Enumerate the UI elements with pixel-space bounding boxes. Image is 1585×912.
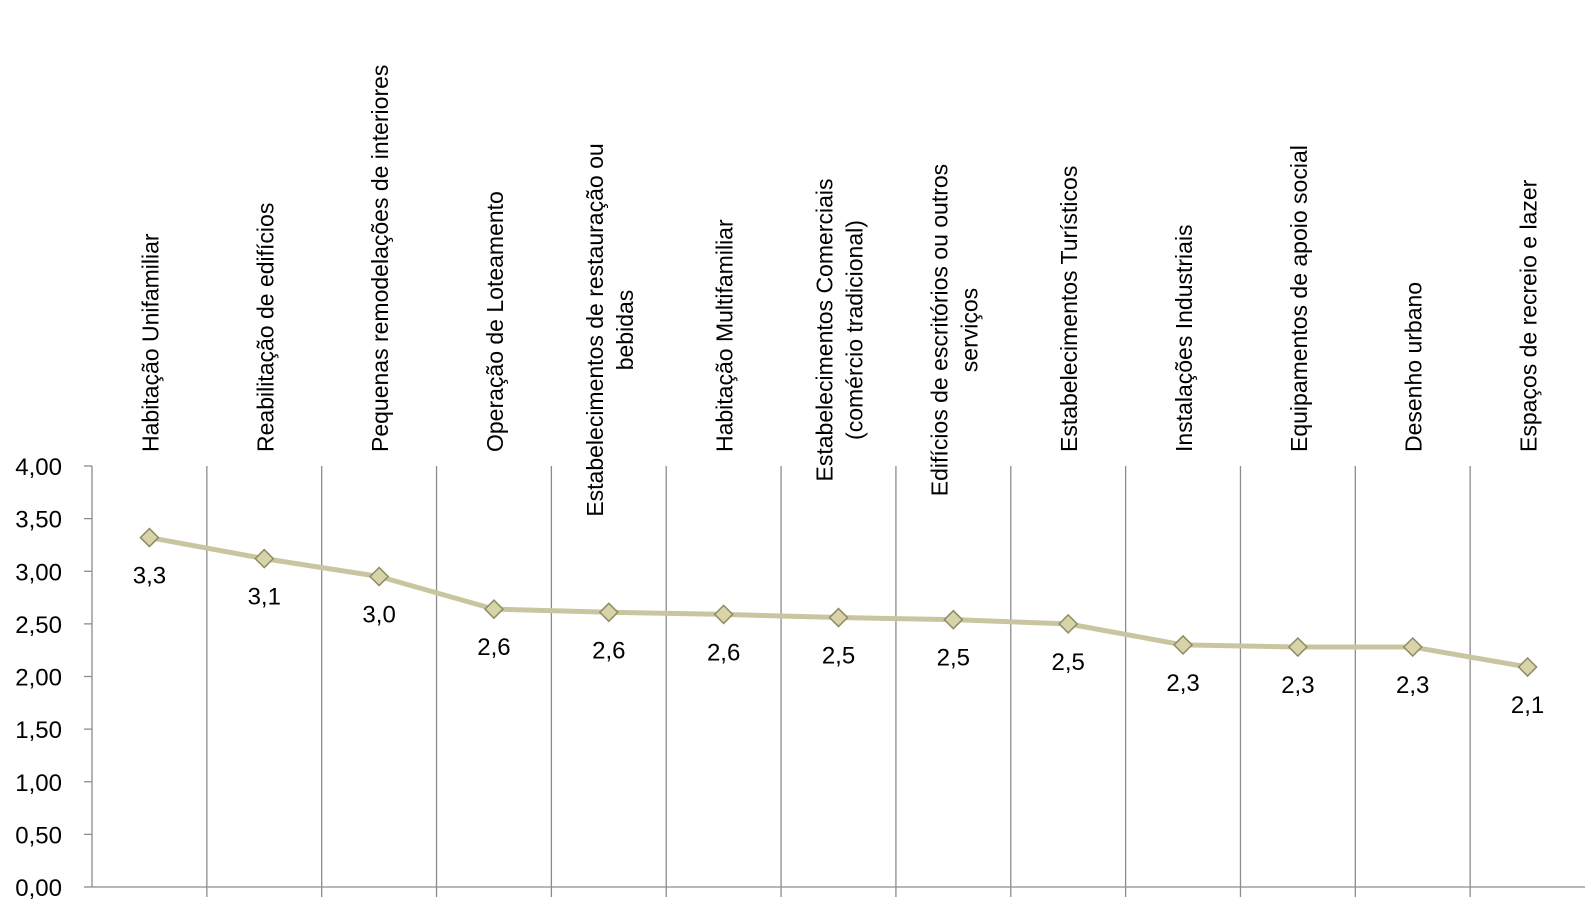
category-label: Instalações Industriais <box>1171 224 1197 452</box>
data-point <box>369 566 390 587</box>
y-tick-label: 1,00 <box>15 770 62 797</box>
category-label: Habitação Unifamiliar <box>137 233 163 452</box>
category-label-line: Habitação Multifamiliar <box>712 219 738 452</box>
category-label-line: Equipamentos de apoio social <box>1286 145 1312 452</box>
data-point <box>1058 613 1079 634</box>
data-point <box>1517 656 1538 678</box>
data-label: 2,6 <box>477 634 510 661</box>
data-point <box>483 599 505 620</box>
data-label: 2,3 <box>1281 672 1314 699</box>
y-tick-label: 3,00 <box>15 559 62 586</box>
data-point <box>598 602 619 623</box>
data-label: 2,3 <box>1396 672 1429 699</box>
category-label-line: Operação de Loteamento <box>482 191 508 452</box>
category-label: Edifícios de escritórios ou outros serviç… <box>926 164 982 496</box>
data-label: 3,3 <box>133 563 166 590</box>
y-tick-labels: 0,00 0,50 1,00 1,50 2,00 2,50 3,00 3,50 4,00 <box>15 454 62 902</box>
category-label: Estabelecimentos Comerciais (comércio tra… <box>812 179 868 482</box>
series-markers <box>139 527 1538 678</box>
vertical-gridlines <box>206 466 1471 897</box>
data-point <box>1172 634 1194 655</box>
data-point <box>139 527 160 548</box>
data-label: 2,6 <box>707 639 740 666</box>
category-label-line: Espaços de recreio e lazer <box>1516 179 1542 452</box>
category-label: Reabilitação de edifícios <box>252 203 278 452</box>
category-label-line: bebidas <box>612 290 638 371</box>
category-label: Estabelecimentos de restauração ou bebida… <box>582 143 638 516</box>
category-label: Espaços de recreio e lazer <box>1516 179 1542 452</box>
data-point <box>1402 636 1423 658</box>
data-label: 2,5 <box>937 645 970 672</box>
category-label-line: Estabelecimentos de restauração ou <box>582 143 608 516</box>
y-tick-label: 0,00 <box>15 875 62 902</box>
category-label: Estabelecimentos Turísticos <box>1056 166 1082 452</box>
category-label-line: (comércio tradicional) <box>842 220 868 440</box>
category-label: Operação de Loteamento <box>482 191 508 452</box>
data-point <box>254 548 275 569</box>
category-label-line: Estabelecimentos Comerciais <box>812 179 838 482</box>
data-labels: 3,3 3,1 3,0 2,6 2,6 2,6 2,5 2,5 2,5 2,3 2,3 2,3 2,1 <box>133 563 1545 719</box>
data-point <box>943 609 964 630</box>
category-label: Equipamentos de apoio social <box>1286 145 1312 452</box>
data-label: 2,5 <box>822 643 855 670</box>
data-point <box>1287 636 1308 658</box>
category-label: Habitação Multifamiliar <box>712 219 738 452</box>
category-labels: Habitação Unifamiliar Reabilitação de edi… <box>137 65 1541 517</box>
category-label-line: serviços <box>956 288 982 372</box>
data-label: 3,1 <box>248 584 281 611</box>
category-label-line: Instalações Industriais <box>1171 224 1197 452</box>
y-tick-label: 2,50 <box>15 612 62 639</box>
category-label-line: Desenho urbano <box>1401 282 1427 452</box>
category-label-line: Edifícios de escritórios ou outros <box>926 164 952 496</box>
y-tick-label: 3,50 <box>15 507 62 534</box>
data-label: 2,1 <box>1511 692 1544 719</box>
data-label: 2,5 <box>1052 649 1085 676</box>
data-label: 2,6 <box>592 637 625 664</box>
data-point <box>828 607 849 628</box>
category-label-line: Habitação Unifamiliar <box>137 233 163 452</box>
y-tick-label: 0,50 <box>15 822 62 849</box>
axes <box>84 465 1585 888</box>
y-tick-label: 1,50 <box>15 717 62 744</box>
data-label: 3,0 <box>362 602 395 629</box>
data-label: 2,3 <box>1166 670 1199 697</box>
y-tick-label: 4,00 <box>15 454 62 481</box>
category-label-line: Estabelecimentos Turísticos <box>1056 166 1082 452</box>
data-point <box>713 604 734 625</box>
category-label: Desenho urbano <box>1401 282 1427 452</box>
category-label-line: Reabilitação de edifícios <box>252 203 278 452</box>
y-tick-label: 2,00 <box>15 665 62 692</box>
category-label-line: Pequenas remodelações de interiores <box>367 65 393 452</box>
category-label: Pequenas remodelações de interiores <box>367 65 393 452</box>
